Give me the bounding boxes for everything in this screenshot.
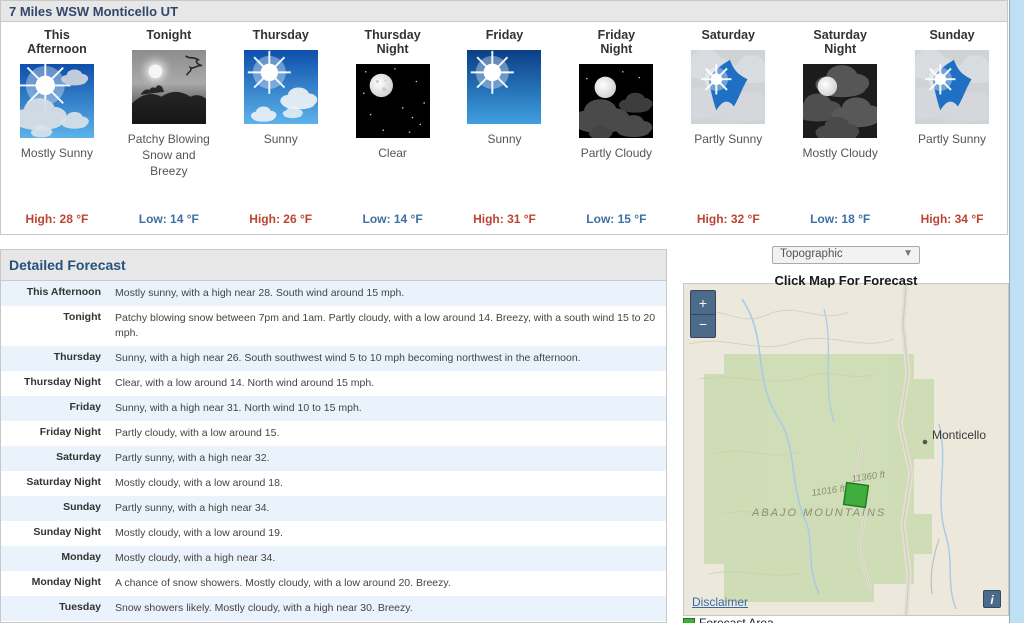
svg-text:ABAJO MOUNTAINS: ABAJO MOUNTAINS	[751, 507, 886, 519]
svg-text:Monticello: Monticello	[932, 428, 986, 442]
